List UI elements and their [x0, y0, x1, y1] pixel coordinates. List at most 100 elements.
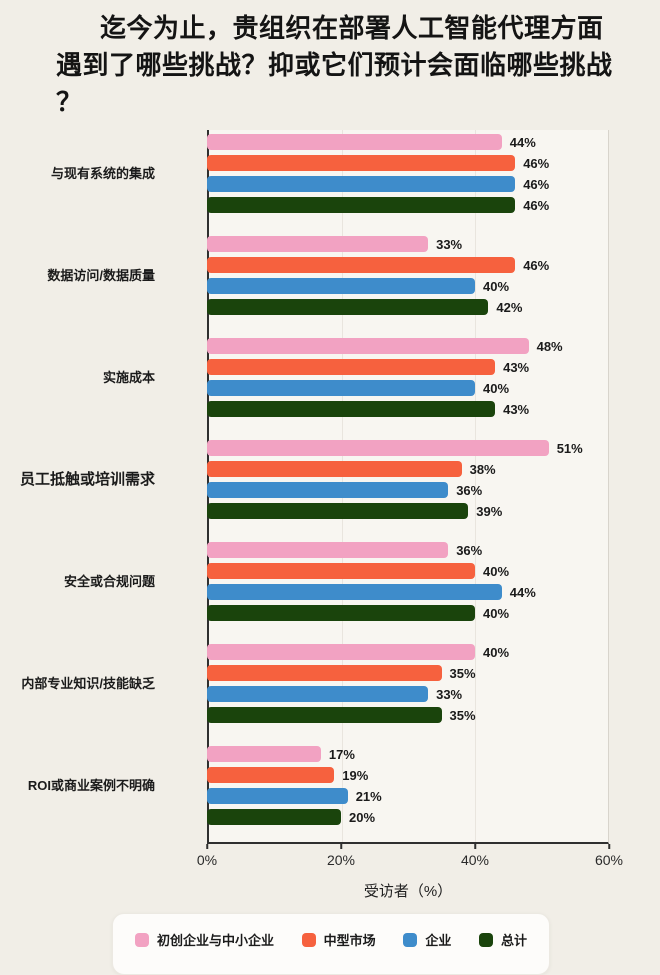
bar-row: 40%	[207, 644, 660, 660]
bar-row: 46%	[207, 155, 660, 171]
bar-企业	[207, 176, 516, 192]
bar-chart: 与现有系统的集成 44% 46% 46% 46% 数据访问/数据质量 33% 46% 40% 42…	[0, 130, 660, 954]
chart-title-line-3: ？	[56, 86, 83, 117]
bar-row: 33%	[207, 686, 660, 702]
bar-row: 40%	[207, 278, 660, 294]
bar-group: 与现有系统的集成 44% 46% 46% 46%	[0, 130, 660, 232]
bar-企业	[207, 584, 502, 600]
bar-value-label: 17%	[328, 746, 355, 762]
legend-swatch-icon	[478, 932, 493, 947]
bar-value-label: 43%	[503, 401, 530, 417]
category-bars: 33% 46% 40% 42%	[207, 232, 660, 334]
bar-value-label: 42%	[496, 299, 523, 315]
bar-row: 46%	[207, 197, 660, 213]
bar-group: ROI或商业案例不明确 17% 19% 21% 20%	[0, 742, 660, 844]
bar-row: 36%	[207, 482, 660, 498]
bar-value-label: 48%	[536, 338, 563, 354]
bar-初创企业与中小企业	[207, 644, 475, 660]
legend-swatch-icon	[135, 932, 149, 947]
category-label: 实施成本	[102, 370, 155, 386]
category-bars: 48% 43% 40% 43%	[207, 334, 660, 436]
legend-label: 中型市场	[323, 933, 376, 948]
category-bars: 36% 40% 44% 40%	[207, 538, 660, 640]
bar-中型市场	[207, 767, 335, 783]
legend-item: 中型市场	[301, 930, 376, 949]
bar-中型市场	[207, 665, 442, 681]
x-tick	[206, 844, 208, 849]
bar-初创企业与中小企业	[207, 134, 502, 150]
bar-row: 48%	[207, 338, 660, 354]
bar-group: 实施成本 48% 43% 40% 43%	[0, 334, 660, 436]
bar-value-label: 43%	[503, 359, 530, 375]
bar-groups: 与现有系统的集成 44% 46% 46% 46% 数据访问/数据质量 33% 46% 40% 42…	[0, 130, 660, 844]
bar-value-label: 40%	[483, 644, 510, 660]
bar-value-label: 33%	[436, 686, 463, 702]
bar-row: 39%	[207, 503, 660, 519]
bar-row: 46%	[207, 257, 660, 273]
category-bars: 44% 46% 46% 46%	[207, 130, 660, 232]
category-label: 员工抵触或培训需求	[19, 471, 155, 488]
bar-row: 20%	[207, 809, 660, 825]
bar-group: 员工抵触或培训需求 51% 38% 36% 39%	[0, 436, 660, 538]
bar-中型市场	[207, 461, 462, 477]
x-axis-label: 受访者（%）	[363, 883, 453, 900]
bar-value-label: 35%	[449, 707, 476, 723]
bar-value-label: 33%	[436, 236, 463, 252]
bar-row: 21%	[207, 788, 660, 804]
bar-value-label: 46%	[523, 155, 550, 171]
bar-总计	[207, 605, 475, 621]
bar-value-label: 40%	[483, 380, 510, 396]
legend-label: 总计	[500, 933, 527, 948]
bar-中型市场	[207, 563, 475, 579]
x-tick	[608, 844, 610, 849]
bar-value-label: 46%	[523, 197, 550, 213]
bar-row: 43%	[207, 401, 660, 417]
bar-row: 35%	[207, 707, 660, 723]
chart-title: 迄今为止，贵组织在部署人工智能代理方面 遇到了哪些挑战？抑或它们预计会面临哪些挑…	[56, 10, 644, 121]
bar-value-label: 20%	[349, 809, 376, 825]
bar-初创企业与中小企业	[207, 440, 549, 456]
bar-group: 数据访问/数据质量 33% 46% 40% 42%	[0, 232, 660, 334]
bar-value-label: 44%	[509, 134, 536, 150]
bar-总计	[207, 197, 516, 213]
legend-item: 总计	[478, 930, 527, 949]
bar-总计	[207, 503, 469, 519]
bar-企业	[207, 482, 449, 498]
bar-value-label: 35%	[449, 665, 476, 681]
bar-总计	[207, 707, 442, 723]
bar-row: 35%	[207, 665, 660, 681]
bar-row: 38%	[207, 461, 660, 477]
x-tick	[340, 844, 342, 849]
bar-value-label: 21%	[355, 788, 382, 804]
bar-总计	[207, 809, 341, 825]
bar-中型市场	[207, 359, 496, 375]
bar-value-label: 40%	[483, 563, 510, 579]
bar-value-label: 19%	[342, 767, 369, 783]
bar-企业	[207, 278, 475, 294]
bar-中型市场	[207, 257, 516, 273]
bar-value-label: 40%	[483, 278, 510, 294]
bar-row: 44%	[207, 134, 660, 150]
bar-row: 19%	[207, 767, 660, 783]
bar-value-label: 38%	[469, 461, 496, 477]
category-label: ROI或商业案例不明确	[27, 778, 155, 794]
bar-总计	[207, 401, 496, 417]
category-label: 安全或合规问题	[63, 574, 155, 590]
bar-row: 40%	[207, 605, 660, 621]
x-tick	[474, 844, 476, 849]
bar-企业	[207, 788, 348, 804]
bar-value-label: 36%	[456, 542, 483, 558]
legend-item: 初创企业与中小企业	[135, 930, 274, 949]
x-tick-label: 60%	[594, 852, 624, 868]
bar-value-label: 44%	[509, 584, 536, 600]
bar-row: 33%	[207, 236, 660, 252]
category-bars: 17% 19% 21% 20%	[207, 742, 660, 844]
category-label: 内部专业知识/技能缺乏	[21, 676, 155, 692]
bar-value-label: 36%	[456, 482, 483, 498]
category-label: 数据访问/数据质量	[47, 268, 155, 284]
bar-row: 36%	[207, 542, 660, 558]
bar-value-label: 40%	[483, 605, 510, 621]
legend-label: 初创企业与中小企业	[157, 933, 275, 948]
bar-value-label: 39%	[476, 503, 503, 519]
legend-label: 企业	[425, 933, 452, 948]
